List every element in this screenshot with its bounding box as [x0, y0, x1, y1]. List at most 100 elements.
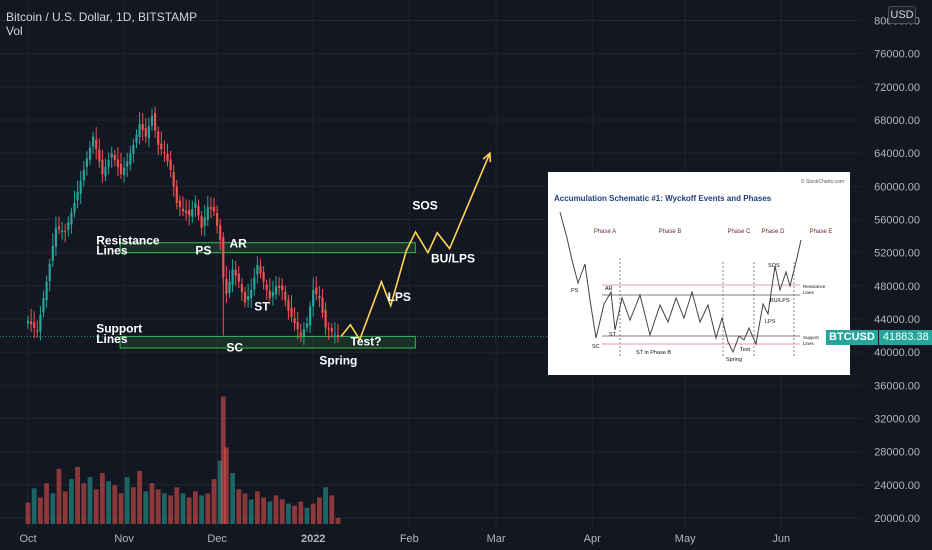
candle-body [212, 206, 216, 212]
candle-body [231, 269, 234, 285]
volume-bar [267, 501, 273, 524]
candle-body [73, 202, 76, 213]
candle-body [333, 334, 336, 336]
volume-bar [87, 477, 93, 524]
x-tick-label: Mar [487, 533, 506, 545]
volume-bar [248, 499, 254, 524]
y-tick-label: 52000.00 [874, 248, 920, 260]
volume-bar [25, 502, 31, 524]
volume-bar [137, 470, 142, 524]
wyckoff-inset: Accumulation Schematic #1: Wyckoff Event… [548, 172, 850, 375]
inset-label-sos: SOS [768, 263, 780, 269]
chart-title: Bitcoin / U.S. Dollar, 1D, BITSTAMP [6, 10, 198, 24]
candle-body [26, 320, 30, 324]
candle-body [243, 292, 247, 303]
y-tick-label: 20000.00 [874, 513, 920, 525]
annotation-sos: SOS [412, 199, 437, 213]
annotation-test: Test? [350, 335, 381, 349]
candle-body [154, 112, 157, 131]
x-tick-label: May [675, 533, 696, 545]
volume-bar [44, 483, 49, 524]
zone-layer [0, 242, 826, 349]
candle-body [169, 159, 172, 170]
candle-body [104, 166, 107, 177]
candle-body [95, 139, 98, 150]
volume-bar [193, 491, 198, 524]
annotation-bu-lps: BU/LPS [431, 252, 475, 266]
x-tick-label: Oct [19, 533, 36, 545]
volume-bar [310, 503, 316, 524]
volume-bar [217, 460, 223, 524]
candle-body [225, 278, 228, 295]
candle-body [57, 226, 61, 230]
candle-body [172, 172, 175, 187]
candle-body [76, 191, 79, 201]
candle-body [116, 159, 119, 167]
volume-bar [279, 499, 285, 524]
candle-body [82, 169, 85, 181]
candle-body [219, 225, 222, 241]
volume-bar [230, 473, 235, 524]
y-tick-label: 68000.00 [874, 115, 920, 127]
candle-body [259, 266, 262, 274]
candle-body [85, 158, 88, 167]
candle-body [256, 265, 259, 275]
candle-body [240, 284, 243, 293]
candle-body [141, 124, 144, 131]
projection-layer [340, 151, 492, 342]
projection-path [340, 152, 491, 342]
candle-body [281, 285, 284, 290]
candle-body [312, 289, 315, 307]
volume-bar [75, 466, 80, 524]
volume-bar [255, 491, 260, 524]
projection-arrowhead [482, 151, 492, 163]
candle-body [305, 323, 309, 328]
volume-bar [131, 487, 136, 524]
price-badge-value: 41883.38 [878, 330, 932, 345]
volume-bar [31, 488, 37, 524]
currency-button[interactable]: USD [888, 6, 916, 24]
candle-body [318, 295, 321, 299]
volume-bar [174, 487, 180, 524]
candle-body [284, 291, 287, 301]
volume-bar [149, 483, 155, 524]
time-axis: Oct Nov Dec 2022 Feb Mar Apr May Jun [0, 528, 932, 550]
candle-body [36, 330, 39, 332]
y-tick-label: 40000.00 [874, 347, 920, 359]
candle-body [64, 231, 67, 233]
candle-body [30, 321, 33, 325]
y-tick-label: 60000.00 [874, 181, 920, 193]
inset-label-resistance-2: Lines [803, 290, 815, 295]
candle-body [163, 152, 166, 154]
volume-bar [335, 517, 341, 524]
candle-body [110, 153, 113, 158]
candle-body [191, 209, 194, 217]
volume-bar [180, 493, 186, 524]
inset-label-support: Support [803, 335, 820, 340]
volume-bar [205, 493, 211, 524]
volume-bar [143, 491, 149, 524]
candle-body [39, 314, 42, 332]
candle-body [144, 127, 147, 137]
volume-bar [93, 489, 99, 524]
candle-body [42, 298, 45, 313]
candle-body [250, 289, 253, 298]
candle-body [194, 202, 197, 208]
inset-price-path [559, 211, 802, 354]
volume-bar [186, 497, 192, 524]
inset-label-support-2: Lines [803, 341, 815, 346]
inset-label-ar: AR [605, 286, 613, 292]
y-tick-label: 56000.00 [874, 214, 920, 226]
volume-bar [118, 493, 124, 524]
candle-body [271, 292, 274, 297]
candle-body [278, 285, 281, 288]
volume-bar [304, 507, 310, 524]
candle-body [216, 212, 219, 226]
price-axis-bg [862, 0, 932, 528]
candle-body [287, 299, 290, 311]
inset-phase-b: Phase B [659, 229, 682, 235]
candle-body [185, 210, 188, 214]
candle-body [88, 147, 92, 160]
annotation-lines: Lines [96, 332, 128, 346]
